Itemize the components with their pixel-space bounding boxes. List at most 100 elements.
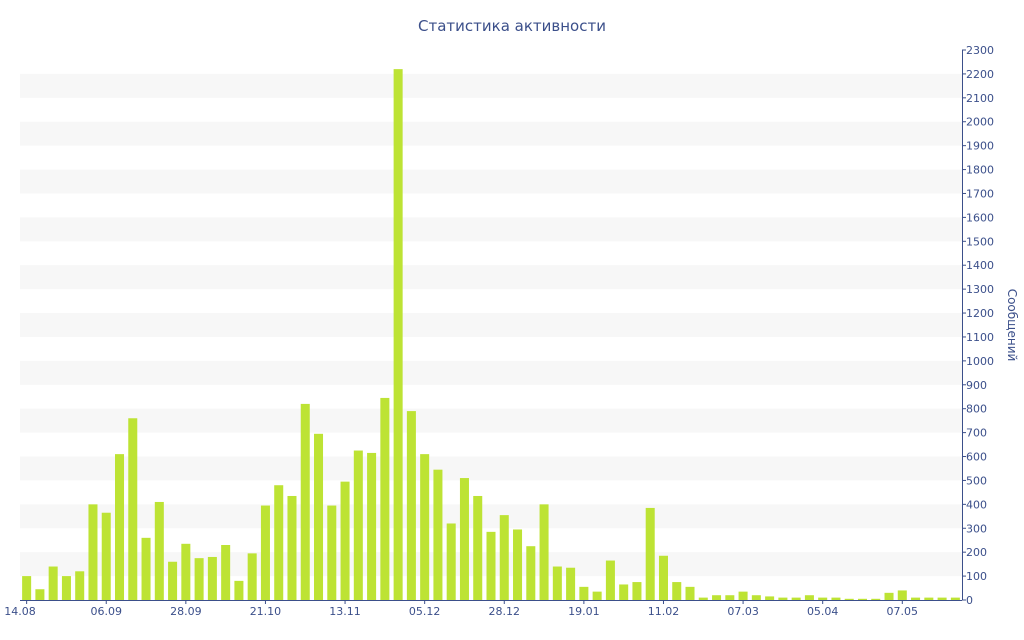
x-tick-label: 21.10 (250, 605, 282, 618)
y-tick-label: 2300 (966, 44, 994, 57)
grid-bands (20, 73, 962, 577)
x-tick-label: 05.04 (807, 605, 839, 618)
bar (844, 598, 854, 600)
y-tick-label: 1700 (966, 187, 994, 200)
bar (128, 418, 138, 600)
bar (738, 591, 748, 600)
y-tick-label: 700 (966, 427, 987, 440)
bar (499, 515, 509, 600)
y-tick-label: 1200 (966, 307, 994, 320)
bar (884, 592, 894, 600)
bar (751, 595, 761, 600)
bar (433, 469, 443, 600)
grid-band (20, 313, 962, 337)
bar (380, 397, 390, 600)
bar (459, 478, 469, 600)
y-tick-label: 800 (966, 403, 987, 416)
bar (831, 597, 841, 600)
y-tick-label: 1500 (966, 235, 994, 248)
y-tick-label: 2100 (966, 92, 994, 105)
y-tick-label: 600 (966, 451, 987, 464)
axes (20, 50, 963, 601)
bar (260, 505, 270, 600)
bar (406, 411, 416, 600)
bar (526, 546, 536, 600)
bar (168, 561, 178, 600)
bar (420, 454, 430, 600)
bar (645, 507, 655, 600)
bar (300, 403, 310, 600)
chart-title: Статистика активности (418, 17, 606, 35)
bar (605, 560, 615, 600)
bar (804, 595, 814, 600)
bar (672, 582, 682, 600)
y-tick-label: 500 (966, 474, 987, 487)
y-tick-label: 100 (966, 570, 987, 583)
bar (340, 481, 350, 600)
bar (552, 566, 562, 600)
bar (327, 505, 337, 600)
bar (393, 69, 403, 600)
bar (725, 595, 735, 600)
y-axis-label: Сообщений (1005, 289, 1019, 362)
y-tick-label: 1300 (966, 283, 994, 296)
grid-band (20, 360, 962, 385)
y-tick-label: 0 (966, 594, 973, 607)
bar (88, 504, 98, 600)
x-tick-label: 07.05 (887, 605, 919, 618)
y-tick-label: 1800 (966, 164, 994, 177)
bar (194, 558, 204, 600)
grid-band (20, 73, 962, 98)
x-tick-label: 13.11 (329, 605, 361, 618)
bar (367, 452, 377, 600)
bar (61, 576, 71, 600)
bar (765, 596, 775, 600)
bar (101, 512, 111, 600)
bars (22, 69, 960, 600)
bar (619, 584, 629, 600)
y-tick-label: 400 (966, 498, 987, 511)
x-tick-label: 07.03 (727, 605, 759, 618)
bar (35, 589, 45, 600)
bar (632, 582, 642, 600)
x-tick-label: 11.02 (648, 605, 680, 618)
bar (592, 591, 602, 600)
y-tick-label: 2200 (966, 68, 994, 81)
bar (950, 597, 960, 600)
bar (48, 566, 58, 600)
x-tick-label: 14.08 (4, 605, 36, 618)
bar (911, 597, 921, 600)
bar (181, 543, 191, 600)
bar (247, 553, 257, 600)
bar (857, 598, 867, 600)
bar (75, 571, 85, 600)
bar (871, 598, 881, 600)
bar (486, 531, 496, 600)
grid-band (20, 504, 962, 529)
bar (22, 576, 32, 600)
bar (791, 597, 801, 600)
x-tick-label: 06.09 (90, 605, 122, 618)
bar (513, 529, 523, 600)
bar (924, 597, 934, 600)
y-tick-labels: 0 100 200 300 400 500 600 700 800 900 1000 1100 1200… (962, 44, 994, 607)
grid-band (20, 169, 962, 194)
bar (154, 501, 164, 600)
y-tick-label: 1000 (966, 355, 994, 368)
y-tick-label: 1400 (966, 259, 994, 272)
bar (712, 595, 722, 600)
bar (897, 590, 907, 600)
y-tick-label: 900 (966, 379, 987, 392)
bar (234, 580, 244, 600)
grid-band (20, 217, 962, 242)
bar (579, 586, 589, 600)
y-tick-label: 1900 (966, 140, 994, 153)
bar (658, 555, 668, 600)
y-tick-label: 1600 (966, 211, 994, 224)
bar (207, 556, 217, 600)
bar (314, 433, 324, 600)
grid-band (20, 265, 962, 290)
x-tick-label: 05.12 (409, 605, 441, 618)
bar (698, 597, 708, 600)
